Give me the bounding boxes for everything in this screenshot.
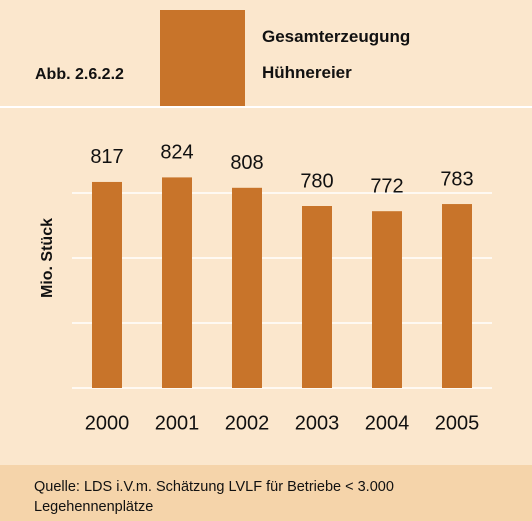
source-note: Quelle: LDS i.V.m. Schätzung LVLF für Be…: [34, 479, 394, 515]
bar: [372, 211, 402, 388]
footer: [0, 465, 532, 521]
figure-label: Abb. 2.6.2.2: [35, 66, 124, 83]
y-axis-label: Mio. Stück: [39, 218, 56, 298]
bar: [302, 206, 332, 388]
value-label: 808: [230, 152, 263, 174]
header-block: [160, 10, 245, 106]
value-label: 780: [300, 170, 333, 192]
value-label: 783: [440, 168, 473, 190]
bar: [232, 187, 262, 388]
value-label: 772: [370, 175, 403, 197]
bar: [92, 181, 122, 388]
x-tick-label: 2005: [435, 412, 480, 434]
value-label: 824: [160, 142, 193, 164]
x-tick-label: 2003: [295, 412, 340, 434]
value-label: 817: [90, 146, 123, 168]
bar: [442, 204, 472, 388]
x-tick-label: 2000: [85, 412, 130, 434]
x-tick-label: 2004: [365, 412, 410, 434]
x-tick-label: 2001: [155, 412, 200, 434]
bar: [162, 177, 192, 388]
chart-title: Gesamterzeugung Hühnereier: [262, 27, 410, 82]
x-tick-label: 2002: [225, 412, 270, 434]
